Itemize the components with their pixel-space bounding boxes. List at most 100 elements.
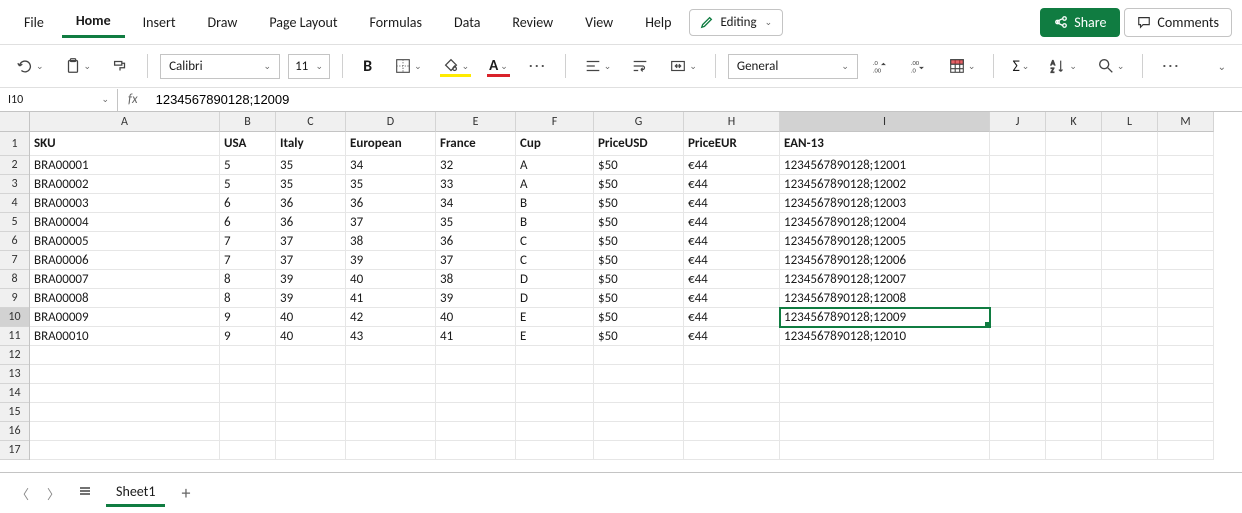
cell-A8[interactable]: BRA00007 (30, 270, 220, 289)
cell-E11[interactable]: 41 (436, 327, 516, 346)
cell-H13[interactable] (684, 365, 780, 384)
cell-B15[interactable] (220, 403, 276, 422)
menu-data[interactable]: Data (440, 8, 494, 37)
cell-F2[interactable]: A (516, 156, 594, 175)
cell-M3[interactable] (1158, 175, 1214, 194)
menu-page-layout[interactable]: Page Layout (255, 8, 351, 37)
cell-I13[interactable] (780, 365, 990, 384)
cell-H1[interactable]: PriceEUR (684, 132, 780, 156)
cell-J4[interactable] (990, 194, 1046, 213)
cell-A6[interactable]: BRA00005 (30, 232, 220, 251)
all-sheets-button[interactable] (74, 482, 96, 504)
cell-I16[interactable] (780, 422, 990, 441)
cell-J6[interactable] (990, 232, 1046, 251)
cell-A15[interactable] (30, 403, 220, 422)
cell-A14[interactable] (30, 384, 220, 403)
collapse-ribbon-button[interactable]: ⌄ (1212, 54, 1232, 79)
cell-M7[interactable] (1158, 251, 1214, 270)
cell-K13[interactable] (1046, 365, 1102, 384)
cell-K14[interactable] (1046, 384, 1102, 403)
row-header-9[interactable]: 9 (0, 289, 29, 308)
cell-C2[interactable]: 35 (276, 156, 346, 175)
cell-H8[interactable]: €44 (684, 270, 780, 289)
cell-F15[interactable] (516, 403, 594, 422)
cell-L9[interactable] (1102, 289, 1158, 308)
paste-button[interactable]: ⌄ (58, 53, 98, 79)
cell-L5[interactable] (1102, 213, 1158, 232)
cell-I10[interactable]: 1234567890128;12009 (780, 308, 990, 327)
cell-C17[interactable] (276, 441, 346, 460)
cell-D10[interactable]: 42 (346, 308, 436, 327)
more-commands-button[interactable]: ⋯ (1155, 51, 1186, 81)
cell-C1[interactable]: Italy (276, 132, 346, 156)
cell-C7[interactable]: 37 (276, 251, 346, 270)
cell-G15[interactable] (594, 403, 684, 422)
cell-M14[interactable] (1158, 384, 1214, 403)
menu-review[interactable]: Review (498, 8, 567, 37)
cell-G16[interactable] (594, 422, 684, 441)
menu-draw[interactable]: Draw (194, 8, 252, 37)
cell-C6[interactable]: 37 (276, 232, 346, 251)
cell-I9[interactable]: 1234567890128;12008 (780, 289, 990, 308)
cell-I11[interactable]: 1234567890128;12010 (780, 327, 990, 346)
cell-D3[interactable]: 35 (346, 175, 436, 194)
cell-L17[interactable] (1102, 441, 1158, 460)
cell-C10[interactable]: 40 (276, 308, 346, 327)
row-header-15[interactable]: 15 (0, 403, 29, 422)
cell-E6[interactable]: 36 (436, 232, 516, 251)
menu-help[interactable]: Help (631, 8, 685, 37)
cell-E17[interactable] (436, 441, 516, 460)
autosum-button[interactable]: Σ⌄ (1006, 53, 1035, 80)
cell-L2[interactable] (1102, 156, 1158, 175)
row-header-8[interactable]: 8 (0, 270, 29, 289)
row-header-11[interactable]: 11 (0, 327, 29, 346)
cell-B9[interactable]: 8 (220, 289, 276, 308)
menu-view[interactable]: View (571, 8, 627, 37)
cell-I7[interactable]: 1234567890128;12006 (780, 251, 990, 270)
cell-C3[interactable]: 35 (276, 175, 346, 194)
cell-K10[interactable] (1046, 308, 1102, 327)
cell-F16[interactable] (516, 422, 594, 441)
cell-K6[interactable] (1046, 232, 1102, 251)
cell-H9[interactable]: €44 (684, 289, 780, 308)
cell-J14[interactable] (990, 384, 1046, 403)
row-header-5[interactable]: 5 (0, 213, 29, 232)
cell-H12[interactable] (684, 346, 780, 365)
cell-D5[interactable]: 37 (346, 213, 436, 232)
cell-I14[interactable] (780, 384, 990, 403)
cell-H17[interactable] (684, 441, 780, 460)
cell-K2[interactable] (1046, 156, 1102, 175)
sort-filter-button[interactable]: AZ⌄ (1043, 53, 1083, 79)
cell-H3[interactable]: €44 (684, 175, 780, 194)
cell-F12[interactable] (516, 346, 594, 365)
col-header-F[interactable]: F (516, 112, 594, 132)
cell-D12[interactable] (346, 346, 436, 365)
cell-I15[interactable] (780, 403, 990, 422)
menu-home[interactable]: Home (62, 6, 125, 38)
cell-A9[interactable]: BRA00008 (30, 289, 220, 308)
font-family-select[interactable]: Calibri⌄ (160, 54, 280, 79)
cell-F11[interactable]: E (516, 327, 594, 346)
cell-M8[interactable] (1158, 270, 1214, 289)
cell-J17[interactable] (990, 441, 1046, 460)
cell-G14[interactable] (594, 384, 684, 403)
cell-F4[interactable]: B (516, 194, 594, 213)
font-color-button[interactable]: A⌄ (483, 53, 514, 79)
share-button[interactable]: Share (1040, 8, 1120, 37)
cell-H7[interactable]: €44 (684, 251, 780, 270)
cell-B14[interactable] (220, 384, 276, 403)
cell-A1[interactable]: SKU (30, 132, 220, 156)
row-header-10[interactable]: 10 (0, 308, 29, 327)
cell-M6[interactable] (1158, 232, 1214, 251)
cell-K3[interactable] (1046, 175, 1102, 194)
cell-G4[interactable]: $50 (594, 194, 684, 213)
cell-D1[interactable]: European (346, 132, 436, 156)
cell-J10[interactable] (990, 308, 1046, 327)
cell-J13[interactable] (990, 365, 1046, 384)
cell-D6[interactable]: 38 (346, 232, 436, 251)
cell-I17[interactable] (780, 441, 990, 460)
cell-L8[interactable] (1102, 270, 1158, 289)
row-header-12[interactable]: 12 (0, 346, 29, 365)
cell-E10[interactable]: 40 (436, 308, 516, 327)
cell-L13[interactable] (1102, 365, 1158, 384)
